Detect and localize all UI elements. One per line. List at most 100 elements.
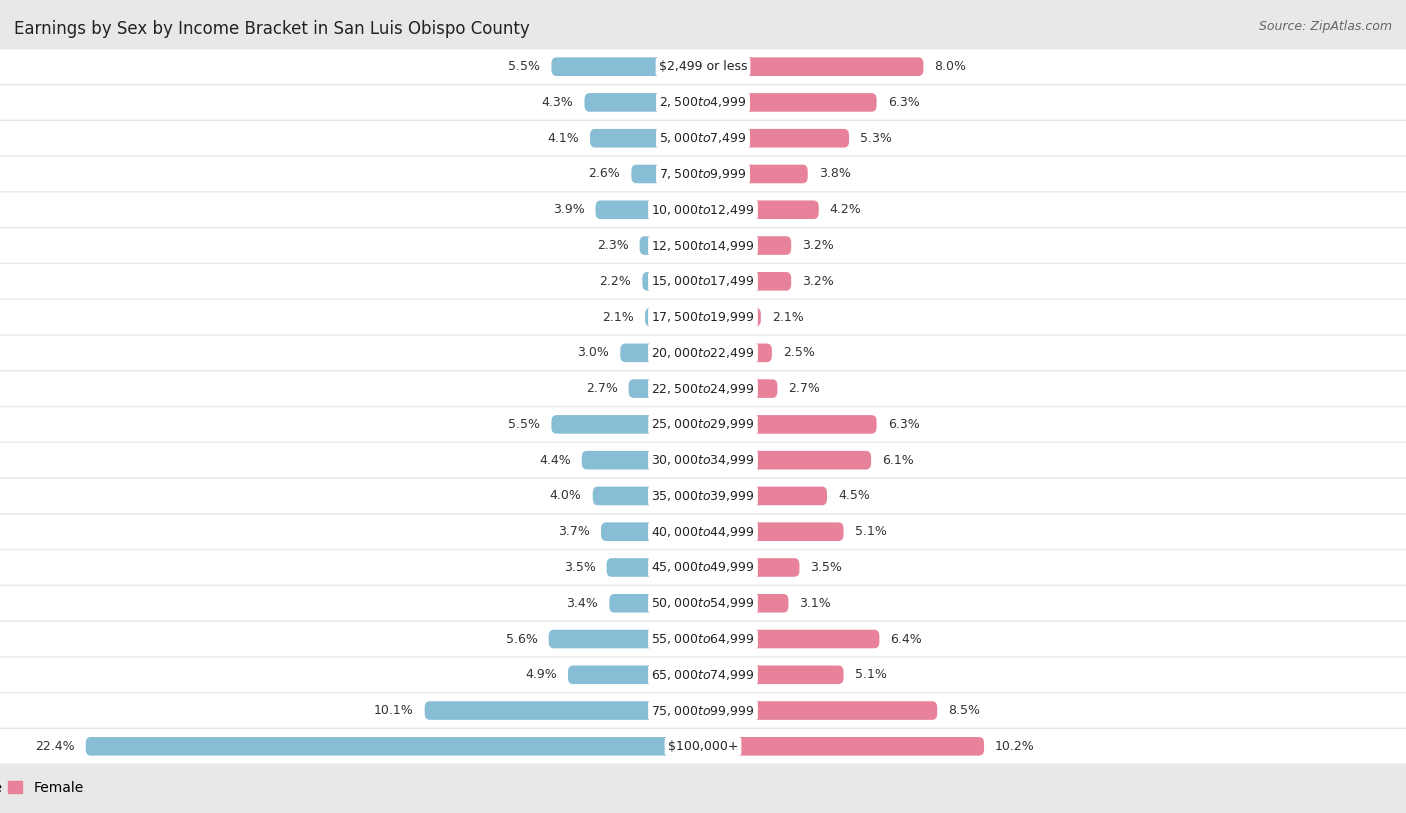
- Text: 4.1%: 4.1%: [547, 132, 579, 145]
- Text: 3.2%: 3.2%: [803, 239, 834, 252]
- Text: $100,000+: $100,000+: [668, 740, 738, 753]
- FancyBboxPatch shape: [582, 451, 703, 469]
- FancyBboxPatch shape: [0, 693, 1406, 728]
- Text: $40,000 to $44,999: $40,000 to $44,999: [651, 524, 755, 539]
- FancyBboxPatch shape: [703, 702, 938, 720]
- Text: 6.3%: 6.3%: [887, 418, 920, 431]
- FancyBboxPatch shape: [0, 729, 1406, 763]
- Text: 22.4%: 22.4%: [35, 740, 75, 753]
- FancyBboxPatch shape: [703, 380, 778, 398]
- FancyBboxPatch shape: [703, 344, 772, 362]
- Text: 10.2%: 10.2%: [995, 740, 1035, 753]
- Text: 6.3%: 6.3%: [887, 96, 920, 109]
- Text: 4.0%: 4.0%: [550, 489, 582, 502]
- Text: $65,000 to $74,999: $65,000 to $74,999: [651, 667, 755, 682]
- FancyBboxPatch shape: [0, 193, 1406, 227]
- FancyBboxPatch shape: [0, 407, 1406, 441]
- Text: 2.1%: 2.1%: [602, 311, 634, 324]
- FancyBboxPatch shape: [0, 443, 1406, 477]
- Text: 4.9%: 4.9%: [526, 668, 557, 681]
- Text: $30,000 to $34,999: $30,000 to $34,999: [651, 453, 755, 467]
- FancyBboxPatch shape: [0, 157, 1406, 191]
- Text: $22,500 to $24,999: $22,500 to $24,999: [651, 381, 755, 396]
- FancyBboxPatch shape: [628, 380, 703, 398]
- FancyBboxPatch shape: [703, 630, 879, 648]
- Text: $45,000 to $49,999: $45,000 to $49,999: [651, 560, 755, 575]
- Text: $15,000 to $17,499: $15,000 to $17,499: [651, 274, 755, 289]
- FancyBboxPatch shape: [703, 58, 924, 76]
- Text: 6.4%: 6.4%: [890, 633, 922, 646]
- FancyBboxPatch shape: [606, 559, 703, 576]
- Text: $25,000 to $29,999: $25,000 to $29,999: [651, 417, 755, 432]
- FancyBboxPatch shape: [703, 559, 800, 576]
- Text: 5.6%: 5.6%: [506, 633, 537, 646]
- Text: $35,000 to $39,999: $35,000 to $39,999: [651, 489, 755, 503]
- Text: 3.8%: 3.8%: [818, 167, 851, 180]
- Text: $50,000 to $54,999: $50,000 to $54,999: [651, 596, 755, 611]
- Text: $75,000 to $99,999: $75,000 to $99,999: [651, 703, 755, 718]
- FancyBboxPatch shape: [703, 165, 807, 183]
- FancyBboxPatch shape: [600, 523, 703, 541]
- FancyBboxPatch shape: [596, 201, 703, 219]
- FancyBboxPatch shape: [703, 666, 844, 684]
- FancyBboxPatch shape: [551, 415, 703, 433]
- FancyBboxPatch shape: [0, 479, 1406, 513]
- Text: 8.5%: 8.5%: [948, 704, 980, 717]
- Text: 5.5%: 5.5%: [509, 60, 540, 73]
- Text: 3.7%: 3.7%: [558, 525, 591, 538]
- Text: 5.1%: 5.1%: [855, 525, 886, 538]
- Text: 3.5%: 3.5%: [564, 561, 596, 574]
- FancyBboxPatch shape: [703, 451, 872, 469]
- FancyBboxPatch shape: [585, 93, 703, 111]
- FancyBboxPatch shape: [593, 487, 703, 505]
- Text: 2.2%: 2.2%: [599, 275, 631, 288]
- FancyBboxPatch shape: [0, 336, 1406, 370]
- Text: 3.2%: 3.2%: [803, 275, 834, 288]
- FancyBboxPatch shape: [0, 264, 1406, 298]
- FancyBboxPatch shape: [0, 622, 1406, 656]
- FancyBboxPatch shape: [703, 93, 876, 111]
- Text: $5,000 to $7,499: $5,000 to $7,499: [659, 131, 747, 146]
- FancyBboxPatch shape: [703, 129, 849, 147]
- Text: 3.9%: 3.9%: [553, 203, 585, 216]
- Text: 6.1%: 6.1%: [882, 454, 914, 467]
- FancyBboxPatch shape: [86, 737, 703, 755]
- FancyBboxPatch shape: [631, 165, 703, 183]
- FancyBboxPatch shape: [703, 308, 761, 326]
- Text: 5.5%: 5.5%: [509, 418, 540, 431]
- FancyBboxPatch shape: [0, 515, 1406, 549]
- Text: 3.1%: 3.1%: [800, 597, 831, 610]
- Text: Source: ZipAtlas.com: Source: ZipAtlas.com: [1258, 20, 1392, 33]
- FancyBboxPatch shape: [425, 702, 703, 720]
- FancyBboxPatch shape: [548, 630, 703, 648]
- FancyBboxPatch shape: [703, 523, 844, 541]
- FancyBboxPatch shape: [0, 228, 1406, 263]
- FancyBboxPatch shape: [703, 594, 789, 612]
- Text: 8.0%: 8.0%: [935, 60, 966, 73]
- FancyBboxPatch shape: [0, 586, 1406, 620]
- Text: $2,500 to $4,999: $2,500 to $4,999: [659, 95, 747, 110]
- FancyBboxPatch shape: [620, 344, 703, 362]
- Legend: Male, Female: Male, Female: [0, 775, 89, 800]
- FancyBboxPatch shape: [0, 50, 1406, 84]
- Text: 4.2%: 4.2%: [830, 203, 862, 216]
- FancyBboxPatch shape: [703, 272, 792, 290]
- Text: 3.0%: 3.0%: [578, 346, 609, 359]
- Text: $17,500 to $19,999: $17,500 to $19,999: [651, 310, 755, 324]
- FancyBboxPatch shape: [0, 121, 1406, 155]
- Text: 4.5%: 4.5%: [838, 489, 870, 502]
- Text: 3.4%: 3.4%: [567, 597, 599, 610]
- FancyBboxPatch shape: [0, 300, 1406, 334]
- FancyBboxPatch shape: [551, 58, 703, 76]
- FancyBboxPatch shape: [645, 308, 703, 326]
- FancyBboxPatch shape: [643, 272, 703, 290]
- Text: $20,000 to $22,499: $20,000 to $22,499: [651, 346, 755, 360]
- Text: 5.3%: 5.3%: [860, 132, 891, 145]
- FancyBboxPatch shape: [568, 666, 703, 684]
- Text: $55,000 to $64,999: $55,000 to $64,999: [651, 632, 755, 646]
- FancyBboxPatch shape: [703, 237, 792, 254]
- Text: $10,000 to $12,499: $10,000 to $12,499: [651, 202, 755, 217]
- FancyBboxPatch shape: [703, 415, 876, 433]
- FancyBboxPatch shape: [703, 737, 984, 755]
- Text: 2.7%: 2.7%: [789, 382, 820, 395]
